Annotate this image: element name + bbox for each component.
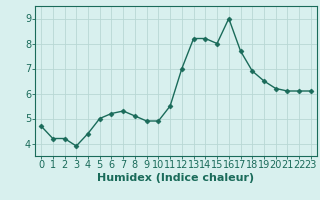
X-axis label: Humidex (Indice chaleur): Humidex (Indice chaleur) — [97, 173, 255, 183]
